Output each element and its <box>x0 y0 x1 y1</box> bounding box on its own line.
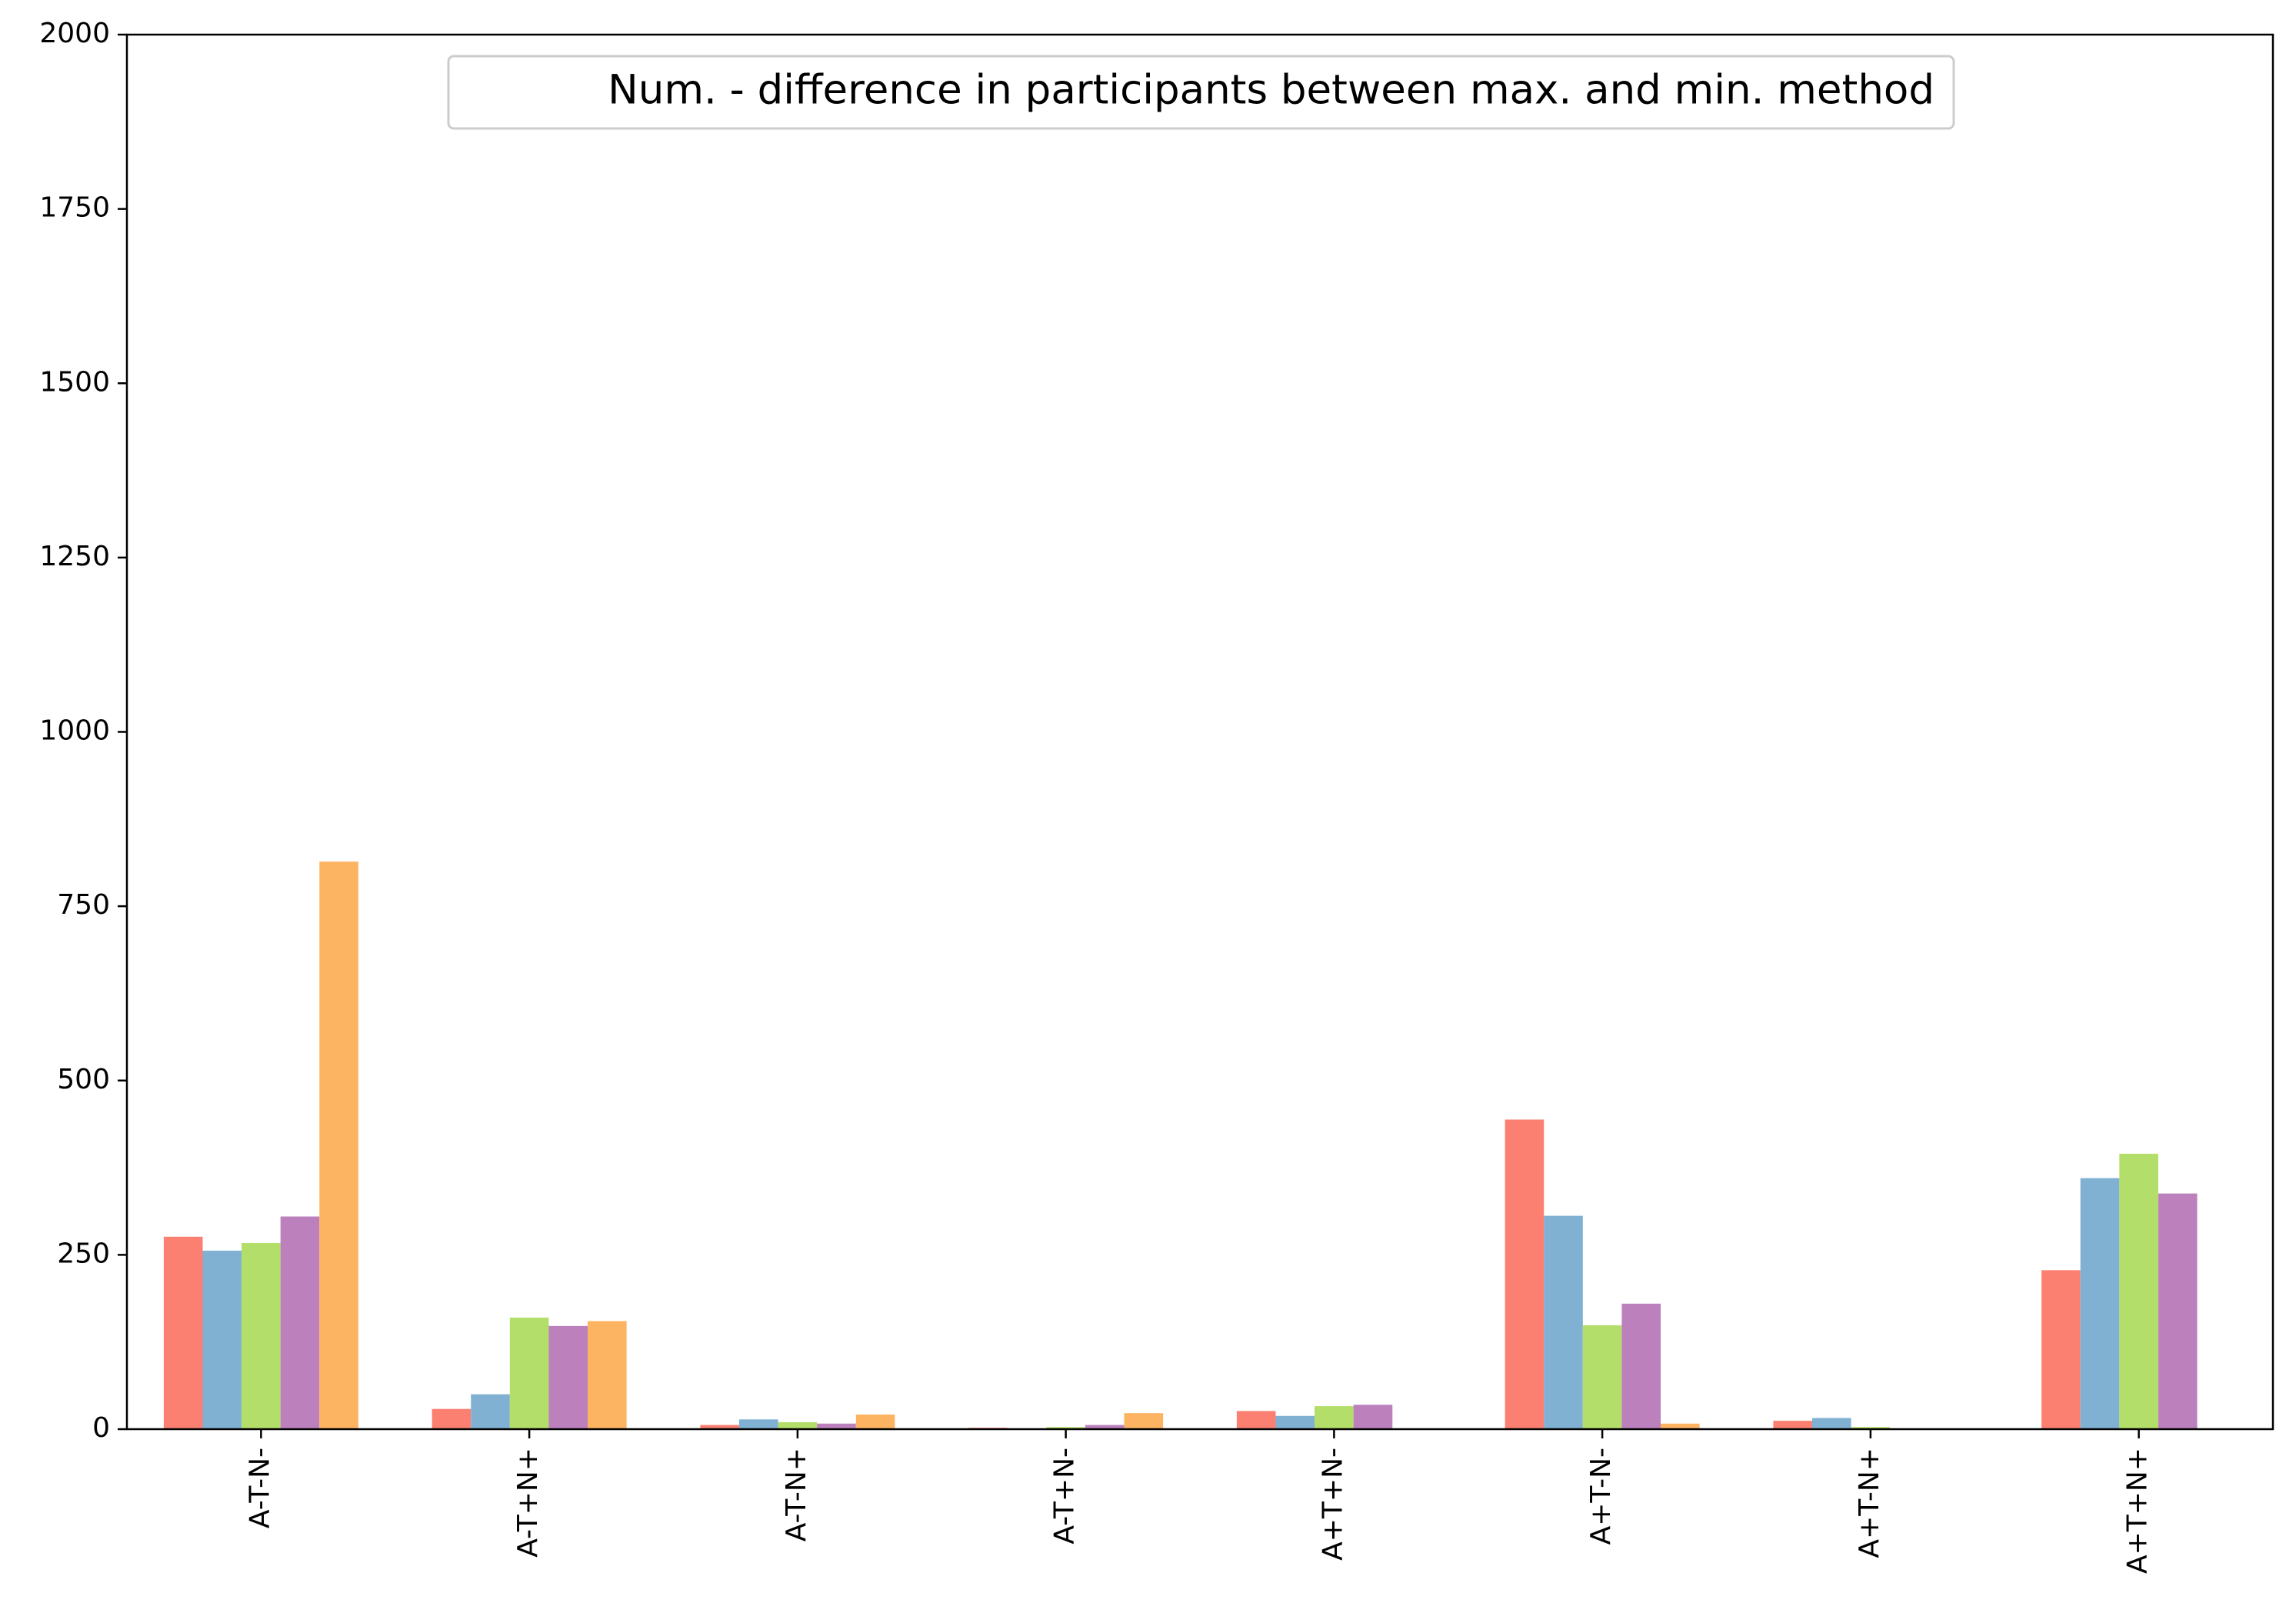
bar-A+T+N--series-1 <box>1236 1411 1276 1429</box>
legend: Num. - difference in participants betwee… <box>447 55 1955 130</box>
bars-layer <box>163 861 2198 1429</box>
y-tick-label: 1250 <box>39 541 110 572</box>
bar-A-T+N--series-3 <box>1046 1427 1085 1429</box>
bar-A-T+N--series-4 <box>1085 1425 1125 1429</box>
bar-A-T-N--series-2 <box>202 1250 242 1429</box>
bar-A-T+N+-series-2 <box>471 1394 510 1429</box>
bar-A+T+N+-series-3 <box>2119 1153 2158 1429</box>
x-tick-label: A-T+N- <box>1049 1448 1081 1545</box>
bar-A-T-N+-series-3 <box>778 1421 818 1429</box>
x-tick-label: A-T-N+ <box>781 1448 812 1541</box>
bar-A-T-N+-series-1 <box>700 1425 739 1429</box>
y-tick-label: 1500 <box>39 366 110 398</box>
bar-A-T-N+-series-5 <box>855 1414 895 1429</box>
y-tick-label: 750 <box>57 889 110 921</box>
bar-A-T-N--series-5 <box>319 861 358 1429</box>
bar-A+T+N--series-4 <box>1353 1405 1393 1429</box>
y-tick-label: 1000 <box>39 715 110 747</box>
bar-A-T-N--series-1 <box>163 1236 203 1429</box>
bar-A+T-N--series-3 <box>1582 1325 1622 1429</box>
bar-A-T-N+-series-4 <box>817 1423 856 1429</box>
y-tick-label: 250 <box>57 1238 110 1269</box>
x-tick-label: A+T+N+ <box>2122 1448 2154 1574</box>
y-tick-label: 1750 <box>39 192 110 224</box>
bar-A+T-N+-series-3 <box>1851 1427 1891 1429</box>
bar-A-T+N+-series-5 <box>588 1321 627 1429</box>
bar-A+T-N+-series-1 <box>1773 1421 1812 1429</box>
bar-A+T-N+-series-2 <box>1811 1418 1851 1429</box>
x-tick-label: A-T-N- <box>244 1448 275 1528</box>
y-tick-label: 0 <box>92 1412 110 1444</box>
axes-layer: 0 250 500 750 1000 1250 1500 1750 2000 A-T-N- A-T+… <box>39 18 2274 1574</box>
bar-A-T+N+-series-4 <box>548 1325 588 1429</box>
bar-A-T+N+-series-1 <box>432 1408 472 1429</box>
bar-A+T-N--series-2 <box>1544 1215 1583 1429</box>
y-tick-label: 500 <box>57 1064 110 1095</box>
bar-A-T+N--series-5 <box>1124 1413 1164 1429</box>
legend-box <box>447 55 1955 130</box>
bar-A-T+N+-series-3 <box>509 1317 549 1429</box>
x-tick-label: A+T-N+ <box>1854 1448 1885 1558</box>
bar-A+T-N--series-4 <box>1621 1303 1661 1429</box>
legend-text: Num. - difference in participants betwee… <box>608 67 1934 114</box>
x-tick-label: A-T+N+ <box>512 1448 544 1558</box>
bar-A+T-N--series-5 <box>1661 1423 1700 1429</box>
bar-A+T+N+-series-4 <box>2158 1193 2198 1429</box>
bar-A+T+N--series-2 <box>1275 1415 1315 1429</box>
x-tick-label: A+T+N- <box>1317 1448 1348 1561</box>
bar-A+T+N--series-3 <box>1315 1406 1354 1429</box>
x-tick-label: A+T-N- <box>1585 1448 1617 1545</box>
bar-A+T-N--series-1 <box>1505 1119 1545 1429</box>
bar-A-T-N--series-3 <box>242 1242 281 1429</box>
bar-A+T+N+-series-1 <box>2041 1270 2081 1429</box>
bar-A+T+N+-series-2 <box>2080 1178 2120 1429</box>
y-tick-label: 2000 <box>39 18 110 49</box>
bar-A-T-N+-series-2 <box>738 1419 778 1429</box>
bar-A-T-N--series-4 <box>280 1216 320 1429</box>
